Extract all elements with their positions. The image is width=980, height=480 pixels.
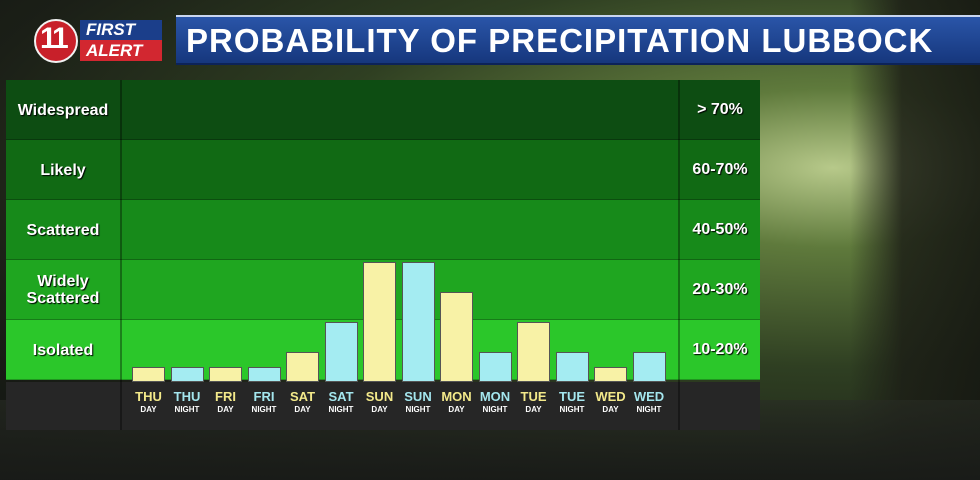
x-tick-period: DAY: [217, 405, 234, 414]
x-label-wed-night: WED NIGHT: [630, 389, 668, 415]
bar-wed-day: [594, 367, 627, 382]
band-label: Likely: [40, 161, 86, 179]
x-tick-day: TUE: [520, 389, 547, 404]
band-label: Scattered: [26, 221, 100, 239]
band-widespread: Widespread > 70%: [6, 80, 760, 140]
x-label-sun-day: SUN DAY: [361, 389, 399, 415]
x-tick-period: DAY: [140, 405, 157, 414]
band-label: Isolated: [32, 341, 94, 359]
bar-mon-day: [440, 292, 473, 382]
x-label-thu-night: THU NIGHT: [168, 389, 206, 415]
logo-circle: [34, 19, 78, 63]
x-tick-period: DAY: [371, 405, 388, 414]
x-label-tue-day: TUE DAY: [515, 389, 553, 415]
bar-sat-night: [324, 322, 358, 382]
x-tick-period: NIGHT: [482, 405, 508, 414]
bar-tue-night: [555, 352, 589, 382]
x-tick-period: DAY: [448, 405, 465, 414]
x-tick-period: DAY: [294, 405, 311, 414]
x-label-tue-night: TUE NIGHT: [553, 389, 591, 415]
band-range: 60-70%: [692, 161, 748, 178]
x-label-fri-day: FRI DAY: [207, 389, 245, 415]
band-range: 10-20%: [692, 341, 748, 358]
x-tick-day: THU: [135, 389, 162, 404]
x-tick-day: SAT: [328, 389, 354, 404]
band-range: 40-50%: [692, 221, 748, 238]
bar-sun-night: [401, 262, 435, 382]
bar-mon-night: [478, 352, 512, 382]
x-tick-day: MON: [479, 389, 511, 404]
left-divider: [120, 80, 122, 430]
x-tick-period: NIGHT: [636, 405, 662, 414]
bar-sun-day: [363, 262, 396, 382]
x-tick-period: DAY: [525, 405, 542, 414]
x-tick-period: NIGHT: [251, 405, 277, 414]
logo-alert: ALERT: [80, 40, 162, 61]
x-tick-day: FRI: [253, 389, 275, 404]
x-tick-day: MON: [441, 389, 472, 404]
logo-number: 11: [40, 22, 69, 55]
x-label-wed-day: WED DAY: [592, 389, 630, 415]
x-tick-period: NIGHT: [559, 405, 585, 414]
bar-thu-day: [132, 367, 165, 382]
x-tick-day: SAT: [289, 389, 316, 404]
band-label: Widespread: [17, 101, 109, 119]
x-tick-day: WED: [633, 389, 665, 404]
x-label-mon-day: MON DAY: [438, 389, 476, 415]
x-tick-period: DAY: [602, 405, 619, 414]
bar-tue-day: [517, 322, 550, 382]
band-range: > 70%: [697, 101, 743, 118]
band-likely: Likely 60-70%: [6, 140, 760, 200]
station-logo: 11 FIRST ALERT: [34, 18, 164, 64]
x-tick-period: NIGHT: [328, 405, 354, 414]
chart-panel: Isolated 10-20% Widely Scattered 20-30% Scatt…: [6, 80, 760, 430]
x-label-mon-night: MON NIGHT: [476, 389, 514, 415]
bar-wed-night: [632, 352, 666, 382]
x-tick-day: FRI: [215, 389, 236, 404]
x-label-sat-night: SAT NIGHT: [322, 389, 360, 415]
band-label: Widely Scattered: [26, 273, 100, 307]
logo-first: FIRST: [80, 20, 162, 40]
title-bar: PROBABILITY OF PRECIPITATION LUBBOCK: [176, 15, 980, 65]
x-tick-day: THU: [173, 389, 201, 404]
page-title: PROBABILITY OF PRECIPITATION LUBBOCK: [186, 22, 934, 59]
x-label-sun-night: SUN NIGHT: [399, 389, 437, 415]
x-tick-day: SUN: [404, 389, 432, 404]
x-tick-day: WED: [595, 389, 626, 404]
right-divider: [678, 80, 680, 430]
bar-fri-day: [209, 367, 242, 382]
day-labels-row: [6, 382, 760, 430]
x-tick-period: NIGHT: [174, 405, 200, 414]
bar-fri-night: [247, 367, 281, 382]
x-label-fri-night: FRI NIGHT: [245, 389, 283, 415]
x-label-thu-day: THU DAY: [130, 389, 168, 415]
x-label-sat-day: SAT DAY: [284, 389, 322, 415]
bar-thu-night: [170, 367, 204, 382]
band-scattered: Scattered 40-50%: [6, 200, 760, 260]
x-tick-day: TUE: [559, 389, 585, 404]
x-tick-day: SUN: [365, 389, 394, 404]
bar-sat-day: [286, 352, 319, 382]
x-tick-period: NIGHT: [405, 405, 431, 414]
band-range: 20-30%: [692, 281, 748, 298]
